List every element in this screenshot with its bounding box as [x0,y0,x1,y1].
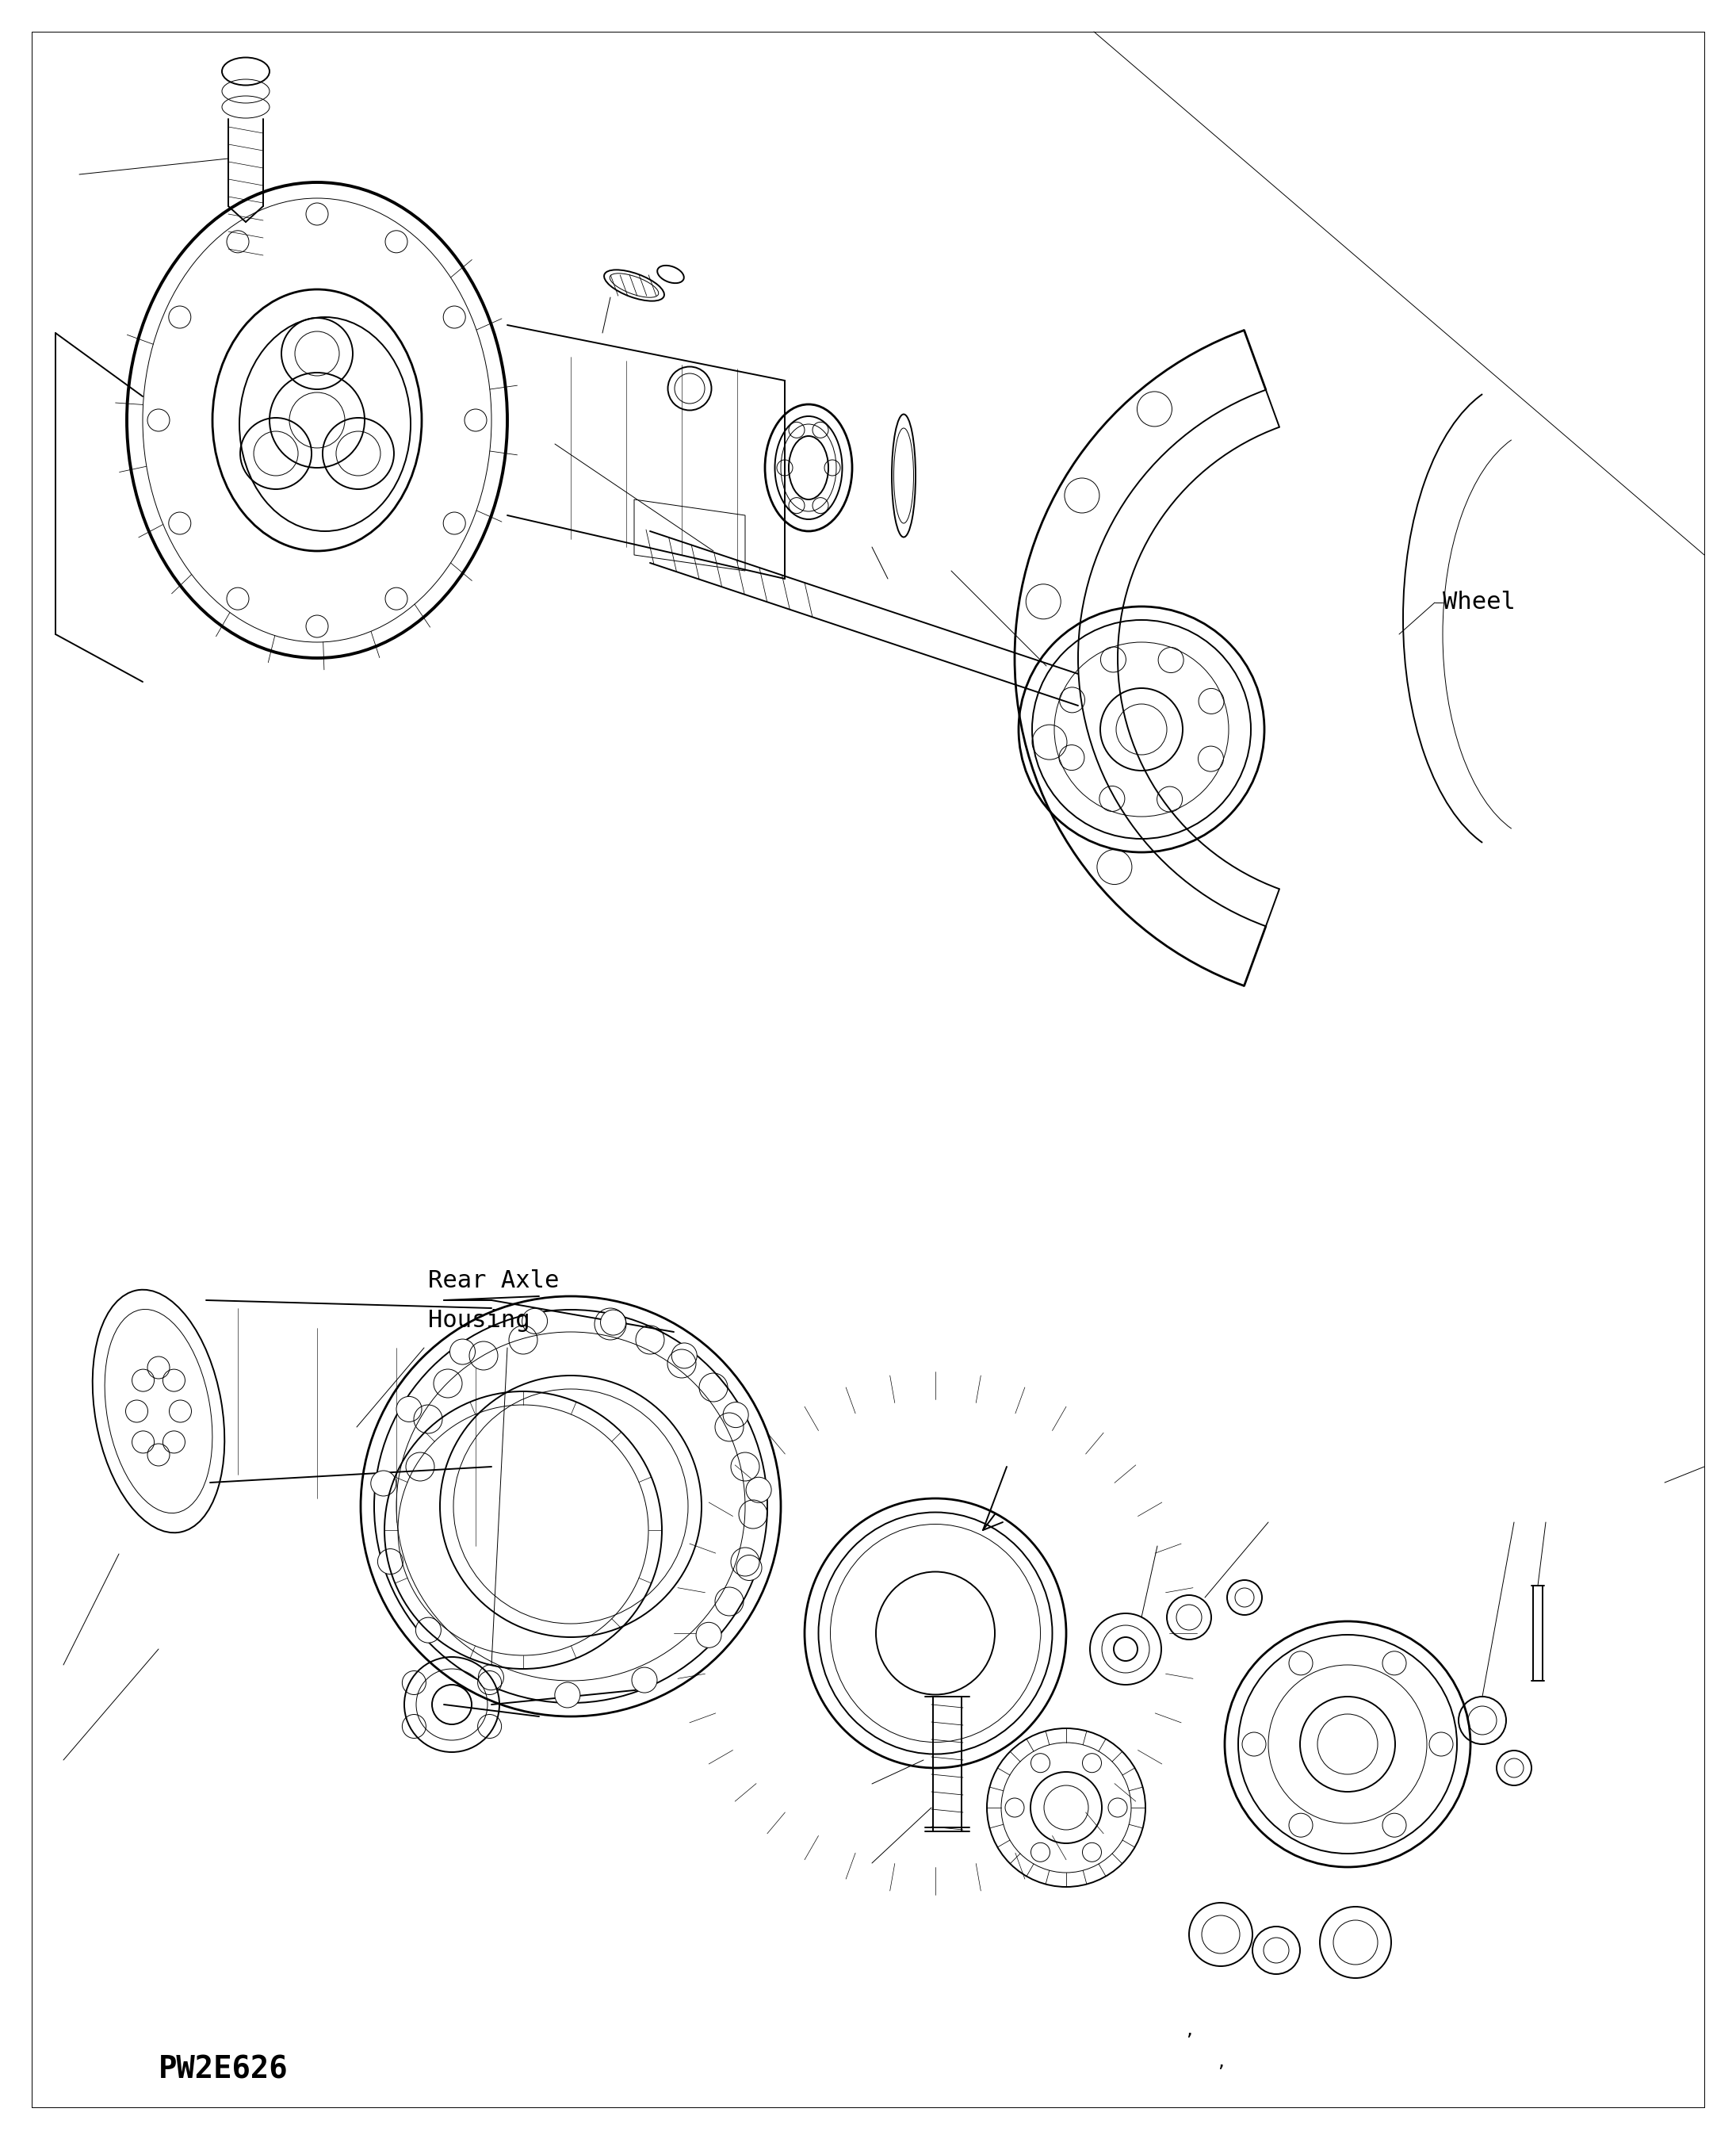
Circle shape [523,1309,547,1335]
Circle shape [415,1617,441,1643]
Text: ,: , [1186,2019,1193,2038]
Circle shape [378,1549,403,1574]
Text: Wheel: Wheel [1443,590,1516,614]
Circle shape [724,1403,748,1427]
Circle shape [746,1478,771,1502]
Circle shape [632,1666,658,1692]
Text: Housing: Housing [429,1309,529,1333]
Circle shape [396,1397,422,1422]
Circle shape [736,1555,762,1581]
Circle shape [479,1664,503,1690]
Text: ,: , [1217,2051,1224,2071]
Text: PW2E626: PW2E626 [158,2053,288,2083]
Circle shape [556,1681,580,1707]
Circle shape [696,1621,722,1647]
Text: Rear Axle: Rear Axle [429,1268,559,1292]
Circle shape [372,1472,396,1495]
Circle shape [450,1339,476,1365]
Circle shape [672,1343,696,1369]
Circle shape [601,1309,627,1335]
